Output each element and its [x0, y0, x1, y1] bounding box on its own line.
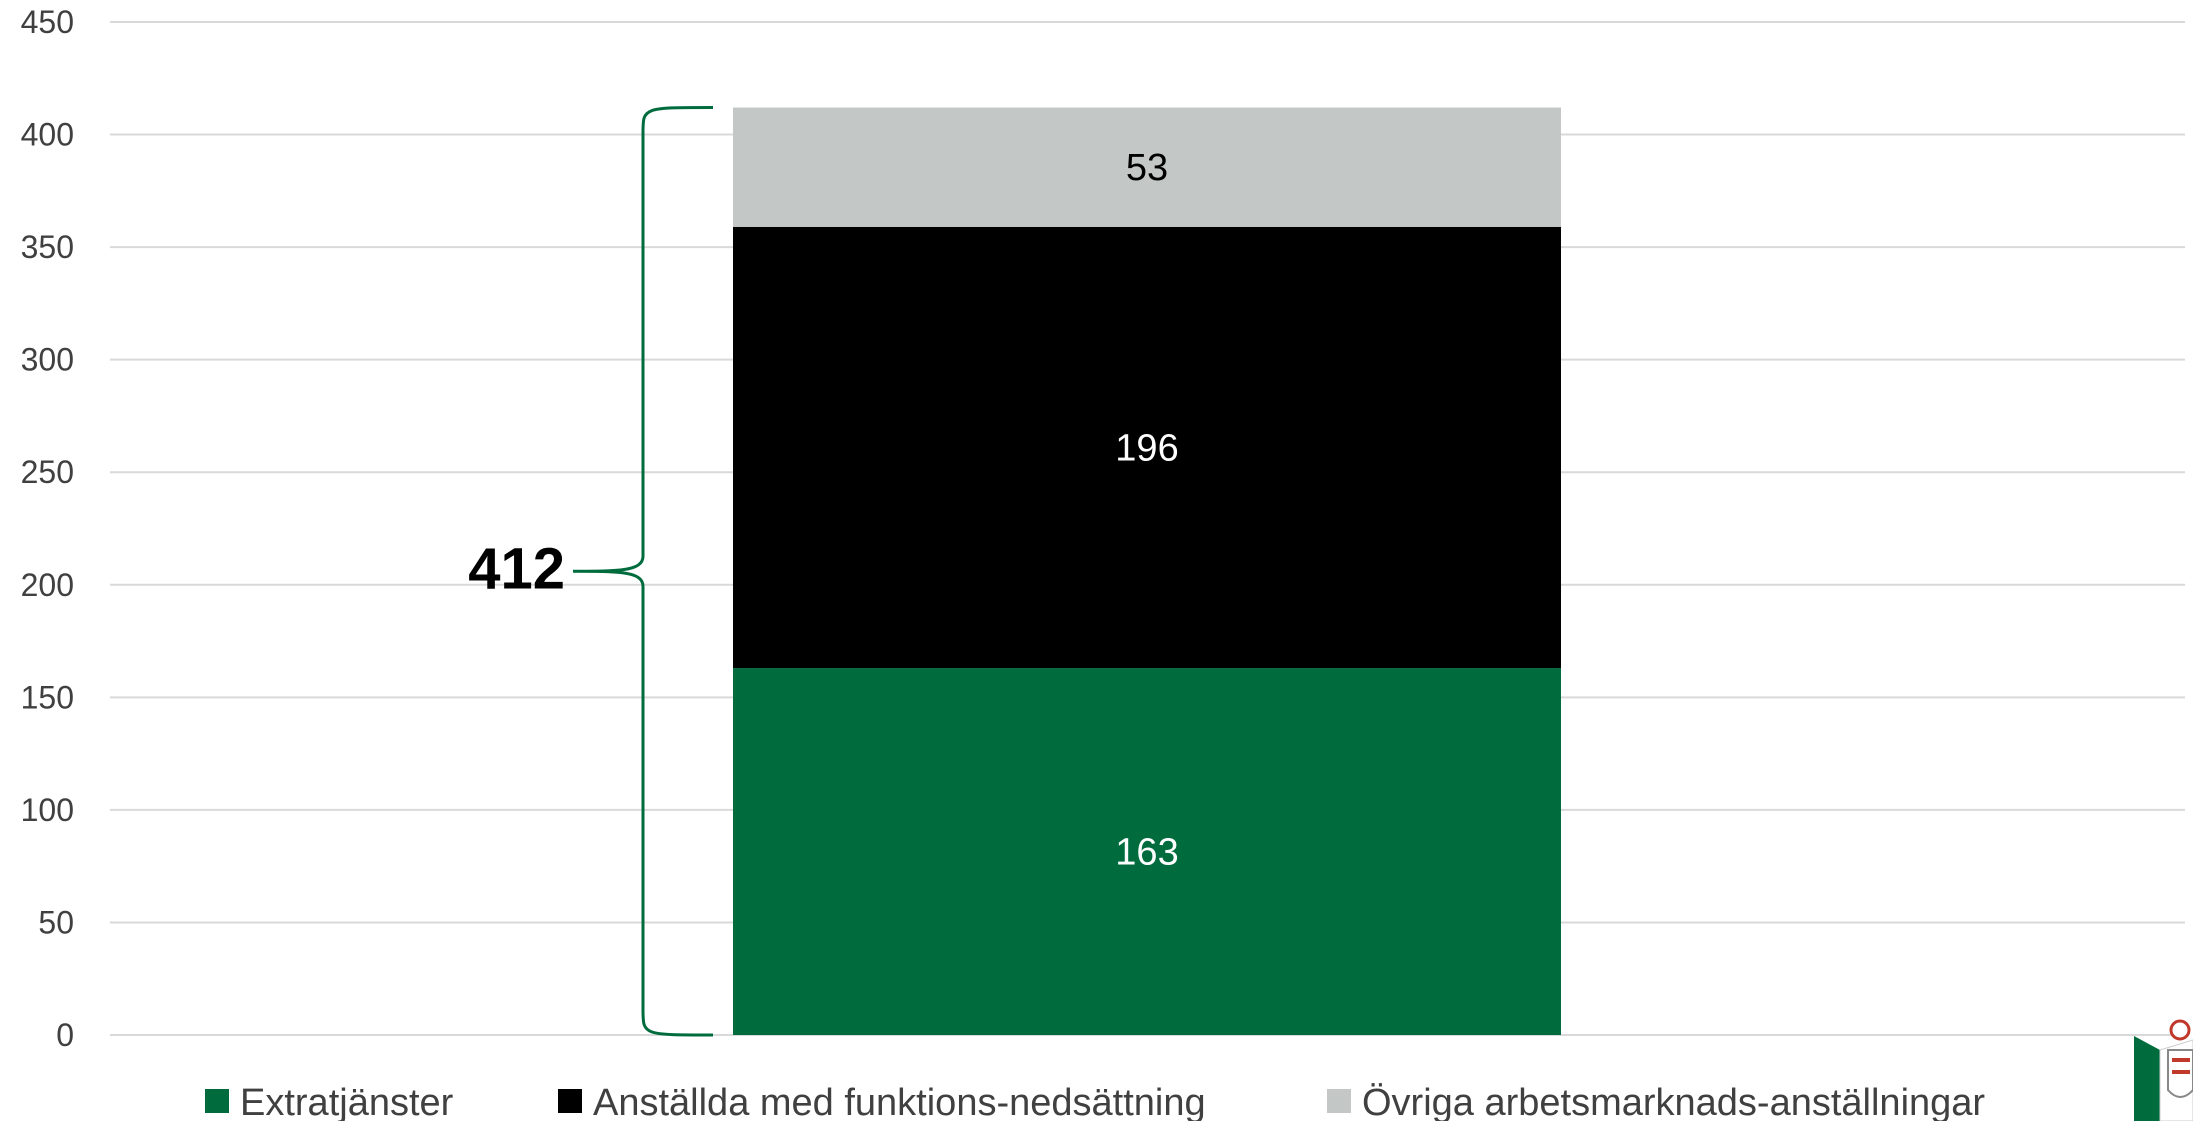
bar-data-label: 196	[1115, 427, 1178, 469]
bar-segment	[733, 668, 1561, 1035]
total-bracket-path	[572, 106, 714, 1037]
y-tick-label: 100	[21, 792, 74, 828]
bar-segments	[733, 107, 1561, 1035]
segment-data-labels: 163 196 53	[1115, 147, 1178, 873]
y-tick-label: 0	[56, 1017, 74, 1053]
y-axis-tick-labels: 0 50 100 150 200 250 300 350 400 450	[21, 4, 74, 1053]
total-label: 412	[468, 537, 565, 602]
legend-swatch	[205, 1089, 229, 1113]
legend-swatch	[1327, 1089, 1351, 1113]
y-tick-label: 400	[21, 117, 74, 153]
y-tick-label: 150	[21, 679, 74, 715]
total-bracket: 412	[468, 106, 714, 1037]
legend-label: Anställda med funktions-nedsättning	[593, 1082, 1206, 1121]
y-tick-label: 250	[21, 454, 74, 490]
bar-segment	[733, 226, 1561, 669]
y-tick-label: 300	[21, 342, 74, 378]
y-tick-label: 200	[21, 567, 74, 603]
legend-label: Övriga arbetsmarknads-anställningar	[1362, 1082, 1985, 1121]
bar-data-label: 53	[1126, 147, 1168, 189]
legend-label: Extratjänster	[240, 1082, 454, 1121]
legend-swatch	[558, 1089, 582, 1113]
y-tick-label: 450	[21, 4, 74, 40]
bar-data-label: 163	[1115, 832, 1178, 874]
y-tick-label: 50	[38, 904, 74, 940]
y-tick-label: 350	[21, 229, 74, 265]
legend: Extratjänster Anställda med funktions-ned…	[205, 1082, 1985, 1121]
bar-segment	[733, 107, 1561, 227]
